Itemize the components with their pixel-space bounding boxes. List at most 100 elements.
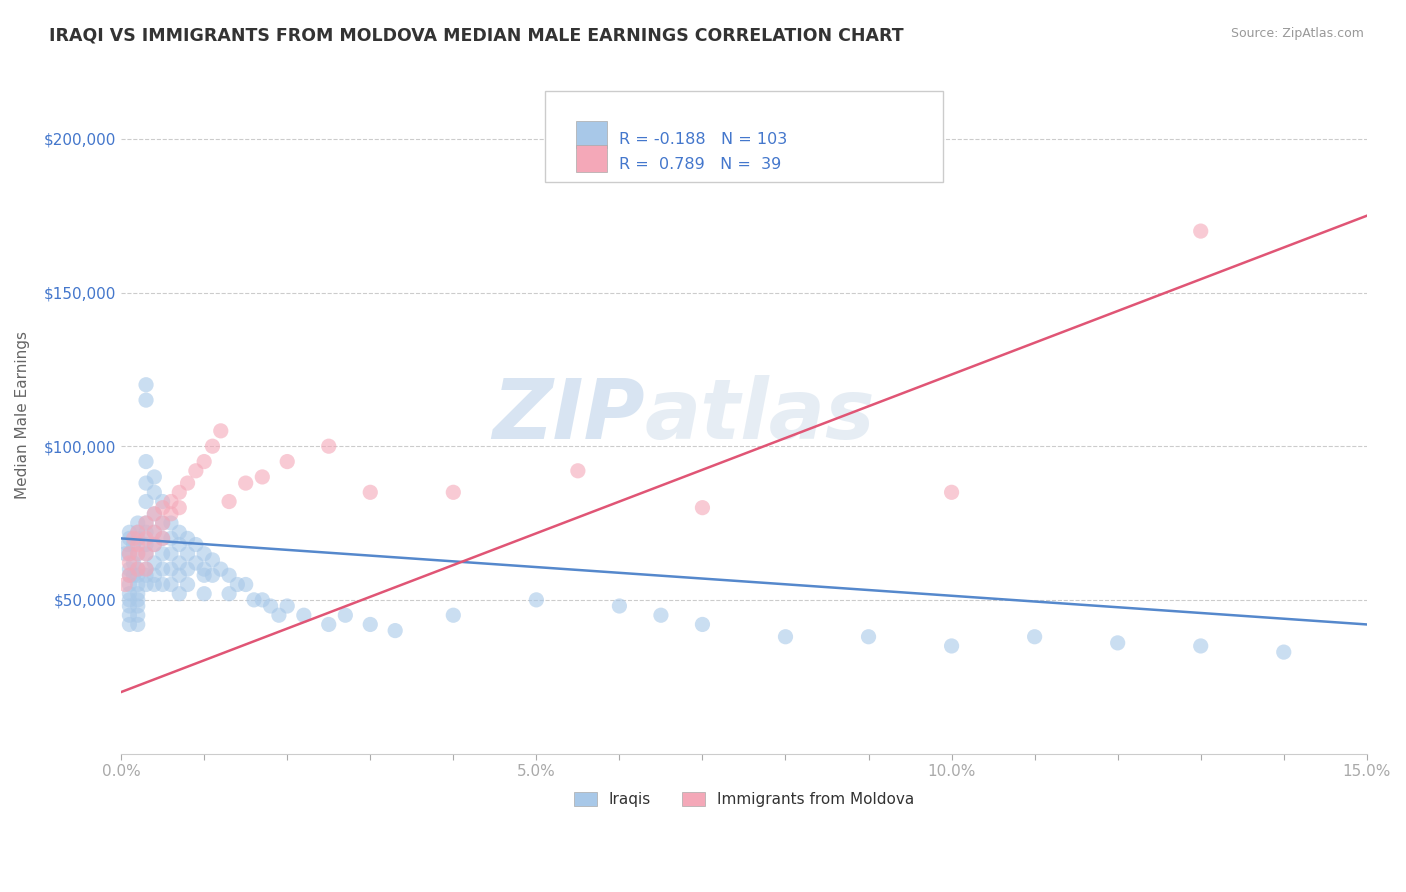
- Point: [143, 470, 166, 484]
- Point: [118, 568, 141, 582]
- Point: [127, 532, 149, 546]
- Point: [143, 485, 166, 500]
- Point: [176, 532, 198, 546]
- Point: [152, 516, 174, 530]
- Point: [218, 494, 240, 508]
- Point: [193, 587, 215, 601]
- Text: atlas: atlas: [644, 375, 875, 456]
- Point: [1024, 630, 1046, 644]
- Point: [118, 532, 141, 546]
- Point: [160, 577, 183, 591]
- Point: [167, 587, 190, 601]
- Point: [143, 525, 166, 540]
- Point: [122, 556, 145, 570]
- Point: [184, 464, 207, 478]
- Point: [135, 547, 157, 561]
- Point: [201, 439, 224, 453]
- Point: [184, 556, 207, 570]
- Text: ZIP: ZIP: [492, 375, 644, 456]
- Point: [127, 617, 149, 632]
- Point: [384, 624, 406, 638]
- Point: [160, 516, 183, 530]
- Y-axis label: Median Male Earnings: Median Male Earnings: [15, 332, 30, 500]
- Point: [193, 454, 215, 468]
- Point: [135, 537, 157, 551]
- Point: [941, 485, 963, 500]
- Point: [201, 568, 224, 582]
- Point: [184, 537, 207, 551]
- Point: [1189, 639, 1212, 653]
- Text: Source: ZipAtlas.com: Source: ZipAtlas.com: [1230, 27, 1364, 40]
- Point: [276, 599, 298, 613]
- Point: [127, 599, 149, 613]
- Point: [127, 547, 149, 561]
- Point: [127, 568, 149, 582]
- Point: [1189, 224, 1212, 238]
- Point: [118, 587, 141, 601]
- Point: [117, 537, 139, 551]
- Point: [127, 537, 149, 551]
- Point: [127, 592, 149, 607]
- Point: [127, 525, 149, 540]
- Point: [127, 547, 149, 561]
- Point: [143, 507, 166, 521]
- Point: [118, 568, 141, 582]
- Point: [292, 608, 315, 623]
- Point: [441, 485, 464, 500]
- Point: [318, 439, 340, 453]
- FancyBboxPatch shape: [576, 145, 607, 172]
- Point: [650, 608, 672, 623]
- Legend: Iraqis, Immigrants from Moldova: Iraqis, Immigrants from Moldova: [568, 786, 921, 814]
- Point: [135, 476, 157, 491]
- Point: [127, 608, 149, 623]
- Point: [218, 587, 240, 601]
- FancyBboxPatch shape: [576, 121, 607, 148]
- Point: [127, 562, 149, 576]
- Point: [1107, 636, 1129, 650]
- Point: [359, 617, 381, 632]
- Point: [143, 537, 166, 551]
- Point: [135, 494, 157, 508]
- Point: [167, 537, 190, 551]
- Point: [160, 547, 183, 561]
- Point: [114, 547, 136, 561]
- Point: [135, 562, 157, 576]
- Point: [135, 377, 157, 392]
- Point: [441, 608, 464, 623]
- Point: [160, 494, 183, 508]
- Point: [201, 553, 224, 567]
- Point: [152, 562, 174, 576]
- Point: [135, 532, 157, 546]
- Point: [167, 525, 190, 540]
- Point: [135, 562, 157, 576]
- Point: [209, 562, 232, 576]
- Point: [160, 562, 183, 576]
- Point: [252, 592, 274, 607]
- Point: [122, 537, 145, 551]
- Text: R = -0.188   N = 103: R = -0.188 N = 103: [620, 131, 787, 146]
- Point: [152, 500, 174, 515]
- Point: [176, 577, 198, 591]
- Point: [176, 562, 198, 576]
- Point: [152, 577, 174, 591]
- Point: [692, 500, 714, 515]
- Point: [122, 532, 145, 546]
- Point: [135, 525, 157, 540]
- Point: [152, 532, 174, 546]
- Point: [143, 568, 166, 582]
- Point: [152, 532, 174, 546]
- Point: [143, 507, 166, 521]
- Point: [143, 525, 166, 540]
- Point: [359, 485, 381, 500]
- Point: [941, 639, 963, 653]
- Point: [226, 577, 249, 591]
- Point: [127, 577, 149, 591]
- Point: [167, 485, 190, 500]
- Point: [135, 454, 157, 468]
- Point: [318, 617, 340, 632]
- Point: [143, 537, 166, 551]
- Point: [118, 617, 141, 632]
- Point: [127, 562, 149, 576]
- Point: [193, 547, 215, 561]
- Text: IRAQI VS IMMIGRANTS FROM MOLDOVA MEDIAN MALE EARNINGS CORRELATION CHART: IRAQI VS IMMIGRANTS FROM MOLDOVA MEDIAN …: [49, 27, 904, 45]
